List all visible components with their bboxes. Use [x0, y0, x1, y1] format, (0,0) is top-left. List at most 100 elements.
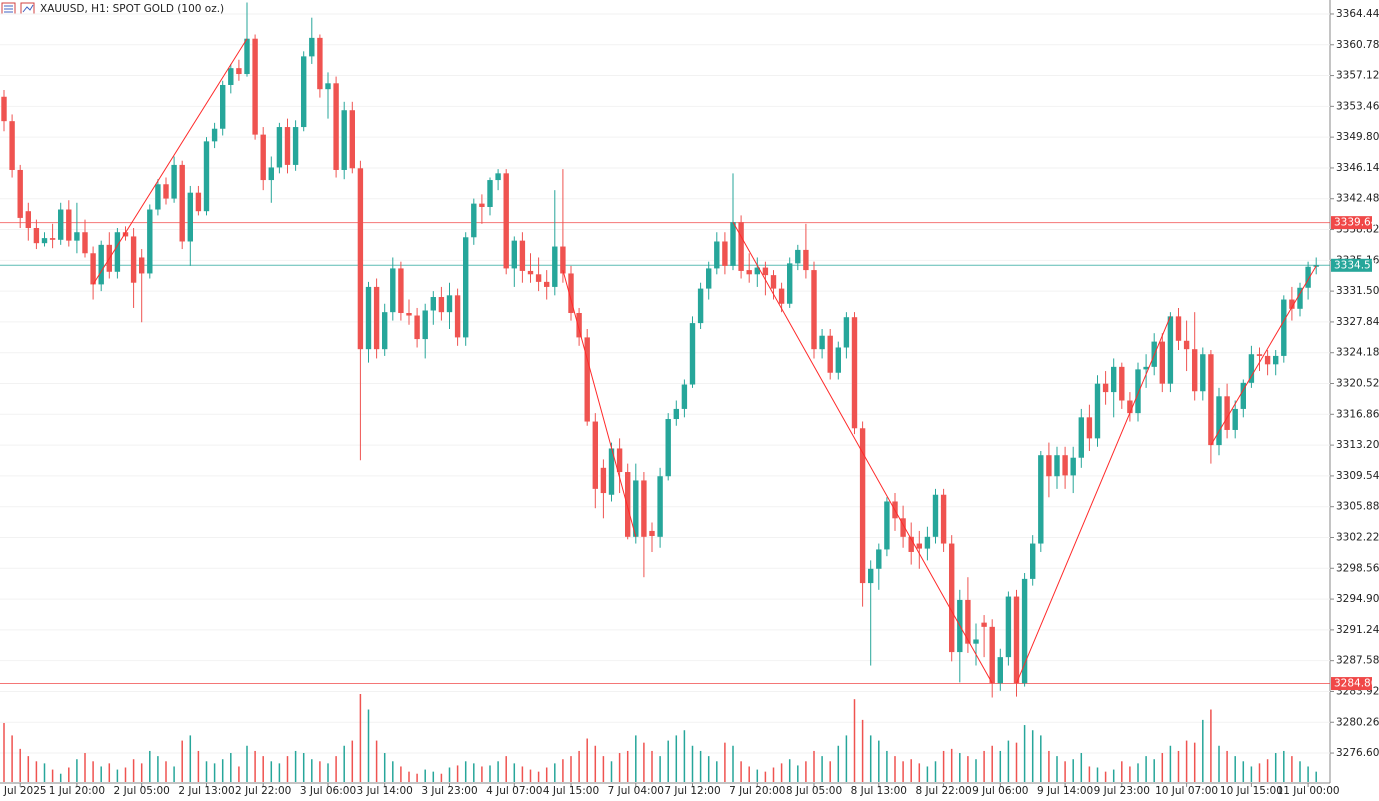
candle-body — [519, 240, 526, 271]
volume-bar — [43, 763, 46, 782]
candle-body — [463, 237, 469, 338]
candle-body — [762, 267, 769, 276]
candle-body — [74, 232, 80, 241]
volume-bar — [1031, 730, 1034, 782]
volume-bar — [1015, 742, 1018, 782]
volume-bar — [999, 750, 1002, 782]
candle-body — [98, 244, 104, 285]
volume-bar — [1274, 753, 1277, 782]
candle-body — [139, 257, 145, 274]
candle-body — [1111, 366, 1117, 393]
volume-bar — [732, 745, 734, 782]
y-tick-label: 3302.22 — [1336, 531, 1379, 543]
candle-body — [868, 568, 874, 584]
y-tick-label: 3287.58 — [1336, 655, 1379, 667]
candle-body — [171, 164, 177, 199]
volume-bar — [529, 769, 532, 782]
volume-bar — [691, 745, 694, 782]
volume-bar — [1129, 766, 1131, 782]
candle-body — [1038, 455, 1044, 544]
volume-bar — [1112, 769, 1115, 782]
candle-body — [989, 626, 995, 684]
candle-body — [981, 622, 987, 627]
candle-body — [746, 270, 752, 275]
volume-bar — [659, 756, 661, 782]
candle-body — [82, 232, 88, 254]
candle-body — [949, 543, 955, 653]
candle-body — [1054, 455, 1060, 477]
volume-bar — [545, 767, 548, 782]
candle-body — [787, 263, 793, 304]
volume-bar — [124, 767, 127, 782]
y-tick-label: 3327.84 — [1336, 316, 1379, 328]
candle-body — [633, 480, 639, 537]
candle-body — [292, 127, 299, 165]
level-label-box — [1331, 216, 1372, 230]
candle-body — [1192, 349, 1198, 392]
candle-body — [1021, 578, 1028, 684]
candle-body — [365, 286, 372, 350]
volume-bar — [586, 738, 588, 782]
candle-body — [1200, 354, 1206, 392]
volume-bar — [1023, 725, 1026, 782]
volume-bar — [343, 745, 345, 782]
candle-body — [122, 232, 129, 237]
candle-body — [228, 68, 234, 85]
volume-bar — [1202, 719, 1204, 782]
volume-bar — [934, 761, 937, 782]
y-tick-label: 3291.24 — [1336, 624, 1379, 636]
volume-bar — [602, 756, 605, 782]
volume-bar — [651, 750, 653, 782]
candle-body — [600, 467, 607, 494]
candle-body — [471, 203, 477, 238]
candle-body — [1013, 596, 1020, 684]
volume-bar — [643, 742, 645, 782]
volume-bar — [165, 761, 167, 782]
volume-bar — [829, 761, 831, 782]
candle-body — [179, 164, 185, 242]
candle-body — [576, 313, 582, 338]
x-tick-label: 9 Jul 23:00 — [1094, 785, 1150, 797]
candle-body — [527, 270, 534, 275]
candle-body — [803, 249, 809, 271]
candle-body — [430, 297, 436, 311]
x-tick-label: 7 Jul 20:00 — [729, 785, 785, 797]
volume-bar — [1056, 756, 1058, 782]
candle-body — [66, 209, 72, 241]
volume-bar — [1242, 761, 1245, 782]
volume-bar — [950, 748, 953, 782]
candle-body — [1, 96, 7, 122]
volume-bar — [554, 763, 556, 782]
volume-bar — [1299, 761, 1301, 782]
volume-bar — [537, 771, 540, 782]
volume-bar — [1307, 766, 1309, 782]
candle-body — [446, 295, 453, 313]
candle-body — [325, 83, 331, 90]
volume-bar — [367, 709, 370, 782]
candle-body — [438, 297, 445, 313]
y-tick-label: 3276.60 — [1336, 747, 1379, 759]
candle-body — [1305, 266, 1311, 288]
candle-body — [382, 312, 388, 350]
candle-body — [1094, 383, 1101, 439]
candle-body — [697, 288, 704, 324]
volume-bar — [505, 756, 507, 782]
volume-bar — [197, 750, 200, 782]
volume-bar — [1088, 766, 1091, 782]
candle-body — [908, 536, 914, 552]
x-tick-label: 7 Jul 04:00 — [608, 785, 664, 797]
volume-bar — [878, 740, 880, 782]
volume-bar — [432, 771, 435, 782]
x-tick-label: 1 Jul 20:00 — [49, 785, 105, 797]
candle-body — [1240, 382, 1246, 409]
volume-bar — [3, 722, 5, 782]
x-tick-label: 1 Jul 2025 — [0, 785, 47, 797]
y-tick-label: 3305.88 — [1336, 501, 1379, 513]
volume-bar — [400, 766, 402, 782]
candle-body — [940, 494, 947, 544]
candle-body — [1208, 354, 1214, 446]
volume-bar — [967, 756, 969, 782]
volume-bar — [359, 694, 362, 782]
candle-body — [284, 127, 291, 165]
